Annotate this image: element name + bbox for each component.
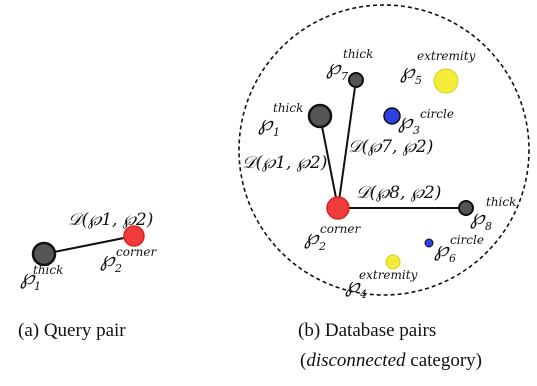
- db-point-1-thick: [307, 103, 333, 129]
- db-p8-symbol: ℘: [470, 205, 486, 229]
- db-distance-8-2-label: 𝒟(℘8, ℘2): [356, 183, 441, 203]
- db-p8-sub: 8: [485, 220, 492, 233]
- query-p2-sub: 2: [114, 262, 122, 275]
- dashed-boundary-circle: [238, 4, 530, 296]
- db-p4-sub: 4: [359, 288, 367, 301]
- db-p2-symbol: ℘: [304, 225, 320, 249]
- db-point-7-thick: [348, 72, 364, 88]
- db-p1-symbol: ℘: [258, 111, 274, 135]
- db-p5-sup: extremity: [417, 49, 476, 63]
- db-p3-symbol: ℘: [398, 109, 414, 133]
- query-p1-symbol: ℘: [20, 265, 36, 289]
- db-distance-7-2-label: 𝒟(℘7, ℘2): [348, 137, 433, 157]
- db-distance-1-2-label: 𝒟(℘1, ℘2): [242, 153, 327, 173]
- query-p1-sub: 1: [34, 280, 41, 293]
- db-p1-sub: 1: [273, 126, 280, 139]
- edge-p7-p2: [337, 79, 357, 209]
- db-p1-sup: thick: [273, 101, 303, 115]
- caption-open-paren: (: [300, 350, 306, 371]
- db-p5-sub: 5: [415, 74, 422, 87]
- db-p7-sup: thick: [343, 47, 373, 61]
- edge-p1-p2: [319, 115, 339, 209]
- db-p2-sup: corner: [320, 222, 362, 236]
- db-point-2-corner: [326, 196, 350, 220]
- db-p3-sup: circle: [420, 107, 454, 121]
- query-point-1-thick: [31, 241, 57, 267]
- db-point-3-circle: [383, 107, 401, 125]
- db-point-5-extremity: [433, 68, 459, 94]
- query-distance-label: 𝒟(℘1, ℘2): [68, 210, 153, 230]
- db-p5-symbol: ℘: [400, 59, 416, 83]
- database-caption-line1: (b) Database pairs: [298, 320, 436, 341]
- db-p8-sup: thick: [486, 195, 516, 209]
- db-p7-symbol: ℘: [326, 55, 342, 79]
- db-p4-sup: extremity: [359, 268, 418, 282]
- database-pairs-panel: 𝒟(℘1, ℘2) 𝒟(℘7, ℘2) 𝒟(℘8, ℘2) ℘ 1 thick …: [238, 4, 530, 371]
- db-p2-sub: 2: [318, 240, 326, 253]
- database-caption-line2: (disconnected category): [300, 350, 482, 371]
- query-p2-symbol: ℘: [100, 247, 116, 271]
- query-point-2-corner: [123, 225, 145, 247]
- query-p2-sup: corner: [116, 245, 158, 259]
- query-p1-sup: thick: [33, 263, 63, 277]
- db-p4-symbol: ℘: [345, 273, 361, 297]
- caption-rest: category): [406, 350, 482, 371]
- query-pair-panel: 𝒟(℘1, ℘2) ℘ 1 thick ℘ 2 corner (a) Query…: [18, 210, 158, 341]
- db-p6-sup: circle: [450, 233, 484, 247]
- db-p6-symbol: ℘: [434, 237, 450, 261]
- db-point-4-extremity: [385, 254, 401, 270]
- caption-italic-word: disconnected: [306, 350, 406, 371]
- db-point-8-thick: [458, 200, 474, 216]
- db-p3-sub: 3: [413, 124, 420, 137]
- db-p7-sub: 7: [341, 70, 348, 83]
- query-caption: (a) Query pair: [18, 320, 126, 341]
- db-p6-sub: 6: [449, 252, 456, 265]
- query-edge: [43, 235, 135, 255]
- db-point-6-circle: [424, 238, 434, 248]
